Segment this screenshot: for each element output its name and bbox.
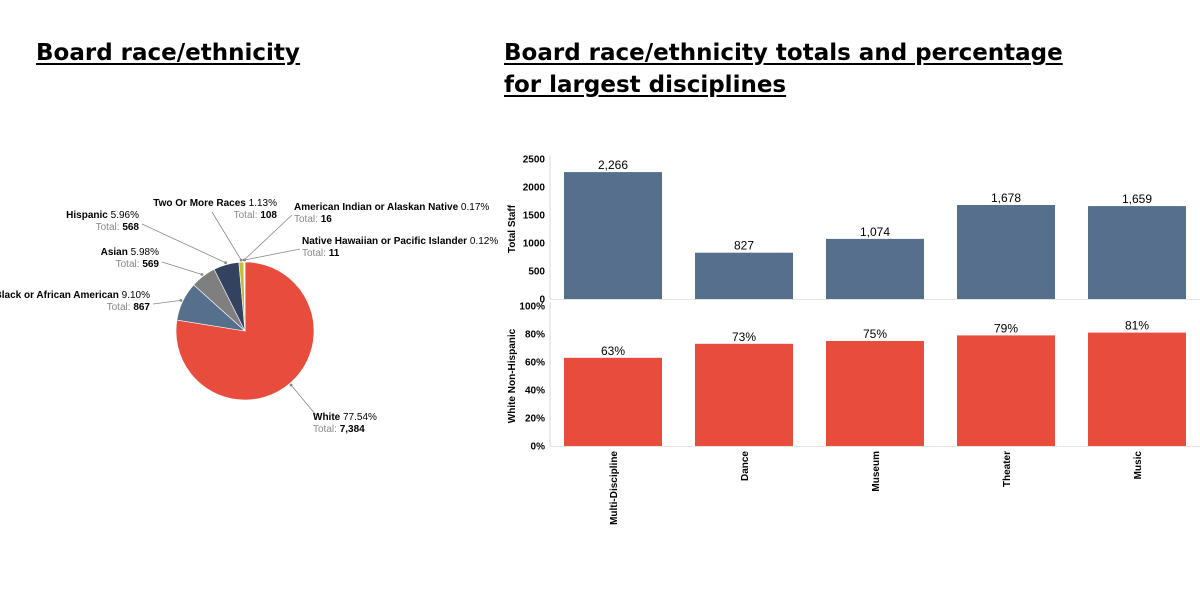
pie-leader-line (161, 261, 203, 275)
y-axis-label: White Non-Hispanic (507, 328, 518, 423)
bar-multi-discipline-white-non-hispanic (564, 357, 662, 446)
bar-museum-white-non-hispanic (826, 341, 924, 446)
x-category-label: Multi-Discipline (609, 451, 620, 525)
pie-label-total: Total: 568 (96, 222, 140, 233)
y-tick-label: 2500 (523, 155, 546, 166)
y-tick-label: 60% (525, 358, 545, 369)
pie-leader-dot (200, 273, 204, 276)
y-tick-label: 20% (525, 414, 545, 425)
bar-dance-white-non-hispanic (695, 343, 793, 446)
y-tick-label: 100% (519, 302, 545, 313)
bar-museum-total-staff (826, 238, 924, 299)
bar-value-label: 1,074 (860, 225, 890, 239)
y-tick-label: 1500 (523, 211, 546, 222)
pie-label-name: White 77.54% (313, 412, 377, 423)
bar-chart-title: Board race/ethnicity totals and percenta… (504, 40, 1063, 98)
bar-value-label: 75% (863, 327, 887, 341)
y-tick-label: 80% (525, 330, 545, 341)
x-category-label: Dance (740, 451, 751, 481)
y-tick-label: 0% (531, 442, 546, 453)
pie-chart: White 77.54%Total: 7,384 Black or African… (0, 198, 498, 435)
y-tick-label: 0 (539, 295, 545, 306)
y-tick-label: 40% (525, 386, 545, 397)
bar-value-label: 2,266 (598, 158, 628, 172)
pie-label-total: Total: 11 (302, 248, 340, 259)
bar-value-label: 827 (734, 239, 754, 253)
bar-value-label: 1,678 (991, 191, 1021, 205)
bar-value-label: 73% (732, 330, 756, 344)
bar-music-total-staff (1088, 206, 1186, 299)
pie-label-hispanic: Hispanic 5.96%Total: 568 (66, 210, 139, 233)
pie-label-total: Total: 569 (116, 259, 160, 270)
x-category-label: Museum (871, 451, 882, 492)
pie-leader-line (141, 223, 226, 264)
bar-value-label: 81% (1125, 319, 1149, 333)
x-category-label: Music (1133, 451, 1144, 480)
bar-value-label: 79% (994, 321, 1018, 335)
bar-music-white-non-hispanic (1088, 332, 1186, 446)
pie-label-name: Black or African American 9.10% (0, 290, 150, 301)
pie-leader-line (290, 384, 317, 416)
pie-label-white: White 77.54%Total: 7,384 (313, 412, 377, 435)
pie-leader-line (152, 300, 181, 305)
bar-value-label: 63% (601, 344, 625, 358)
pie-label-name: Hispanic 5.96% (66, 210, 139, 221)
pie-slice-native-hawaiian-or-pacific-islander (244, 261, 246, 332)
pie-leader-line (243, 214, 293, 261)
y-tick-label: 500 (528, 267, 545, 278)
bar-theater-total-staff (957, 205, 1055, 299)
pie-leader-dot (239, 258, 243, 262)
pie-label-two-or-more-races: Two Or More Races 1.13%Total: 108 (153, 198, 277, 221)
bar-theater-white-non-hispanic (957, 335, 1055, 446)
pie-label-name: Two Or More Races 1.13% (153, 198, 277, 209)
pie-label-total: Total: 108 (234, 210, 278, 221)
pie-chart-title: Board race/ethnicity (36, 40, 300, 66)
bar-multi-discipline-total-staff (564, 172, 662, 299)
pie-leader-line (211, 211, 242, 261)
pie-label-american-indian-or-alaskan-native: American Indian or Alaskan Native 0.17%T… (294, 202, 489, 225)
pie-leader-dot (289, 383, 293, 387)
y-axis-label: Total Staff (507, 204, 518, 253)
pie-leader-dot (179, 299, 183, 302)
pie-label-asian: Asian 5.98%Total: 569 (101, 247, 160, 270)
pie-label-native-hawaiian-or-pacific-islander: Native Hawaiian or Pacific Islander 0.12… (302, 236, 498, 259)
pie-label-name: American Indian or Alaskan Native 0.17% (294, 202, 489, 213)
pie-label-black-or-african-american: Black or African American 9.10%Total: 86… (0, 290, 150, 313)
pie-label-name: Asian 5.98% (101, 247, 159, 258)
pie-label-total: Total: 7,384 (313, 424, 365, 435)
pie-label-total: Total: 867 (107, 302, 151, 313)
pie-leader-line (244, 248, 301, 261)
y-tick-label: 2000 (523, 183, 546, 194)
bar-value-label: 1,659 (1122, 192, 1152, 206)
pie-leader-dot (224, 261, 228, 265)
x-category-label: Theater (1002, 451, 1013, 487)
pie-leader-dot (243, 258, 247, 262)
bar-dance-total-staff (695, 252, 793, 299)
pie-label-name: Native Hawaiian or Pacific Islander 0.12… (302, 236, 498, 247)
pie-label-total: Total: 16 (294, 214, 332, 225)
y-tick-label: 1000 (523, 239, 546, 250)
